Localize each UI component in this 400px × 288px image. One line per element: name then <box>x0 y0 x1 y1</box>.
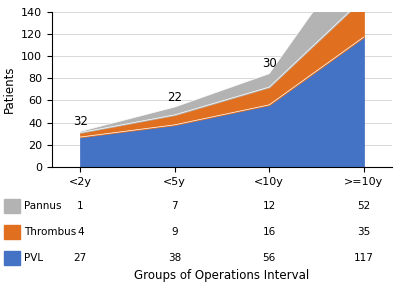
Text: 22: 22 <box>167 91 182 104</box>
Text: 4: 4 <box>77 227 84 237</box>
Text: 117: 117 <box>354 253 374 263</box>
Text: Thrombus: Thrombus <box>24 227 76 237</box>
Text: Pannus: Pannus <box>24 201 62 211</box>
Text: PVL: PVL <box>24 253 43 263</box>
Text: 27: 27 <box>74 253 87 263</box>
Text: Groups of Operations Interval: Groups of Operations Interval <box>134 269 310 282</box>
Text: 30: 30 <box>262 57 276 70</box>
Text: 16: 16 <box>262 227 276 237</box>
Text: 35: 35 <box>357 227 370 237</box>
Text: 7: 7 <box>172 201 178 211</box>
Text: 38: 38 <box>168 253 182 263</box>
Text: 56: 56 <box>262 253 276 263</box>
Y-axis label: Patients: Patients <box>2 66 16 113</box>
Text: 12: 12 <box>262 201 276 211</box>
Text: 52: 52 <box>357 201 370 211</box>
Text: 9: 9 <box>172 227 178 237</box>
Text: 1: 1 <box>77 201 84 211</box>
Text: 32: 32 <box>73 115 88 128</box>
